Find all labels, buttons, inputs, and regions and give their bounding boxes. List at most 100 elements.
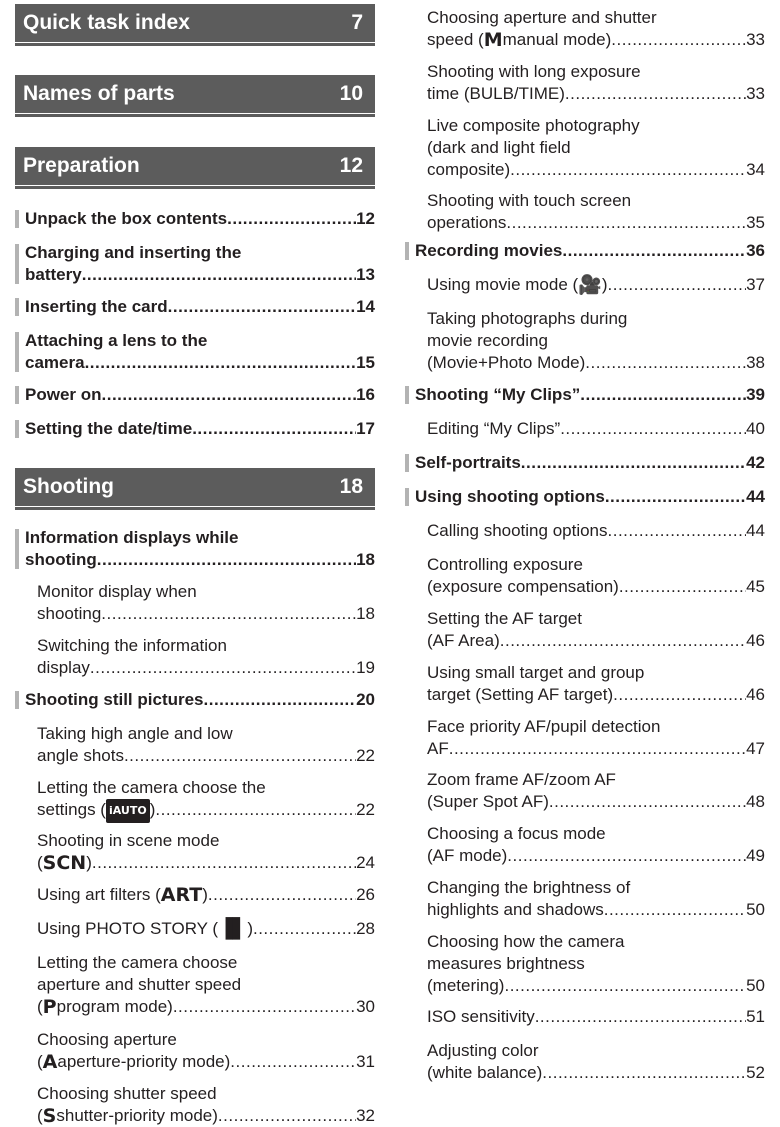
mode-icon: 🎥 bbox=[578, 274, 602, 296]
page-number: 18 bbox=[356, 604, 375, 623]
toc-entry-text: movie recording bbox=[427, 331, 548, 350]
toc-entry[interactable]: Shooting “My Clips” 39 bbox=[405, 384, 765, 406]
toc-entry-text: shooting bbox=[25, 550, 97, 569]
dot-leader bbox=[605, 486, 746, 508]
toc-entry-text: (AF Area) bbox=[427, 631, 500, 650]
toc-entry[interactable]: Inserting the card 14 bbox=[15, 296, 375, 318]
toc-entry[interactable]: Adjusting color (white balance) 52 bbox=[427, 1040, 765, 1084]
dot-leader bbox=[613, 684, 746, 706]
page-number: 35 bbox=[746, 213, 765, 232]
toc-entry[interactable]: ISO sensitivity 51 bbox=[427, 1006, 765, 1028]
section-header[interactable]: Names of parts 10 bbox=[15, 75, 375, 117]
page-number: 47 bbox=[746, 739, 765, 758]
toc-entry[interactable]: Using art filters (ART) 26 bbox=[37, 884, 375, 906]
toc-entry-text: Information displays while bbox=[25, 528, 239, 547]
toc-entry[interactable]: Calling shooting options 44 bbox=[427, 520, 765, 542]
toc-entry-text: ) bbox=[247, 919, 253, 938]
dot-leader bbox=[604, 899, 746, 921]
toc-entry-text: Taking high angle and low bbox=[37, 724, 233, 743]
toc-entry[interactable]: Monitor display when shooting 18 bbox=[37, 581, 375, 625]
toc-entry[interactable]: Letting the camera choose aperture and sh… bbox=[37, 952, 375, 1018]
page-number: 38 bbox=[746, 353, 765, 372]
dot-leader bbox=[230, 1051, 356, 1073]
toc-entry-text: aperture and shutter speed bbox=[37, 975, 242, 994]
toc-entry[interactable]: Taking photographs during movie recording… bbox=[427, 308, 765, 374]
dot-leader bbox=[535, 1006, 746, 1028]
toc-entry[interactable]: Shooting with touch screen operations 35 bbox=[427, 190, 765, 234]
page-number: 33 bbox=[746, 84, 765, 103]
toc-entry-text: (white balance) bbox=[427, 1063, 543, 1082]
toc-entry-text: Live composite photography bbox=[427, 116, 640, 135]
toc-entry-text: Choosing aperture bbox=[37, 1030, 177, 1049]
toc-entry[interactable]: Setting the date/time 17 bbox=[15, 418, 375, 440]
toc-entry-text: (exposure compensation) bbox=[427, 577, 619, 596]
mode-icon: SCN bbox=[42, 852, 87, 874]
dot-leader bbox=[510, 159, 746, 181]
page-number: 37 bbox=[746, 275, 765, 294]
toc-entry[interactable]: Choosing a focus mode (AF mode) 49 bbox=[427, 823, 765, 867]
toc-entry-text: Zoom frame AF/zoom AF bbox=[427, 770, 616, 789]
page-number: 15 bbox=[356, 353, 375, 372]
dot-leader bbox=[506, 212, 746, 234]
toc-entry[interactable]: Information displays while shooting 18 bbox=[15, 527, 375, 571]
toc-entry[interactable]: Recording movies 36 bbox=[405, 240, 765, 262]
toc-entry-text: Letting the camera choose the bbox=[37, 778, 266, 797]
toc-entry[interactable]: Choosing how the camera measures brightne… bbox=[427, 931, 765, 997]
section-header[interactable]: Quick task index 7 bbox=[15, 4, 375, 46]
page-number: 50 bbox=[746, 976, 765, 995]
toc-entry[interactable]: Shooting in scene mode (SCN) 24 bbox=[37, 830, 375, 874]
toc-entry[interactable]: Charging and inserting the battery 13 bbox=[15, 242, 375, 286]
dot-leader bbox=[585, 352, 746, 374]
mode-icon: ART bbox=[160, 884, 203, 906]
toc-entry[interactable]: Editing “My Clips” 40 bbox=[427, 418, 765, 440]
dot-leader bbox=[192, 418, 356, 440]
toc-entry[interactable]: Choosing shutter speed(S shutter-priorit… bbox=[37, 1083, 375, 1127]
toc-entry-text: AF bbox=[427, 739, 449, 758]
toc-entry[interactable]: Power on 16 bbox=[15, 384, 375, 406]
toc-entry-text: ) bbox=[149, 800, 156, 819]
toc-entry-text: shooting bbox=[37, 604, 102, 623]
toc-entry[interactable]: Controlling exposure (exposure compensati… bbox=[427, 554, 765, 598]
toc-entry-text: Choosing aperture and shutter bbox=[427, 8, 657, 27]
toc-entry-text: program mode) bbox=[56, 997, 173, 1016]
toc-entry[interactable]: Shooting still pictures 20 bbox=[15, 689, 375, 711]
toc-entry[interactable]: Using shooting options 44 bbox=[405, 486, 765, 508]
toc-entry[interactable]: Changing the brightness of highlights and… bbox=[427, 877, 765, 921]
dot-leader bbox=[102, 384, 357, 406]
toc-entry[interactable]: Zoom frame AF/zoom AF (Super Spot AF) 48 bbox=[427, 769, 765, 813]
toc-entry-text: Letting the camera choose bbox=[37, 953, 238, 972]
toc-entry[interactable]: Using PHOTO STORY (▐▌) 28 bbox=[37, 918, 375, 940]
toc-entry[interactable]: Live composite photography (dark and ligh… bbox=[427, 115, 765, 181]
toc-entry[interactable]: Shooting with long exposure time (BULB/TI… bbox=[427, 61, 765, 105]
toc-entry[interactable]: Taking high angle and low angle shots 22 bbox=[37, 723, 375, 767]
toc-entry-text: Adjusting color bbox=[427, 1041, 539, 1060]
toc-entry-text: Shooting still pictures bbox=[25, 690, 204, 709]
toc-entry-text: ( bbox=[37, 853, 43, 872]
toc-entry-text: angle shots bbox=[37, 746, 124, 765]
dot-leader bbox=[580, 384, 746, 406]
section-header[interactable]: Shooting 18 bbox=[15, 468, 375, 510]
mode-icon: A bbox=[42, 1051, 58, 1073]
toc-entry[interactable]: Choosing aperture and shutter speed (M ma… bbox=[427, 7, 765, 51]
toc-entry-text: (dark and light field bbox=[427, 138, 571, 157]
toc-entry[interactable]: Face priority AF/pupil detection AF 47 bbox=[427, 716, 765, 760]
toc-entry[interactable]: Letting the camera choose the settings (i… bbox=[37, 777, 375, 823]
page-number: 26 bbox=[356, 885, 375, 904]
section-header[interactable]: Preparation 12 bbox=[15, 147, 375, 189]
toc-entry-text: (Super Spot AF) bbox=[427, 792, 549, 811]
toc-entry-text: Setting the date/time bbox=[25, 419, 193, 438]
mode-icon: P bbox=[42, 996, 57, 1018]
toc-entry[interactable]: Using movie mode (🎥) 37 bbox=[427, 274, 765, 296]
toc-entry-text: Unpack the box contents bbox=[25, 209, 228, 228]
toc-entry[interactable]: Setting the AF target (AF Area) 46 bbox=[427, 608, 765, 652]
toc-entry[interactable]: Choosing aperture (A aperture-priority mo… bbox=[37, 1029, 375, 1073]
page-number: 48 bbox=[746, 792, 765, 811]
dot-leader bbox=[611, 29, 746, 51]
toc-entry[interactable]: Attaching a lens to the camera 15 bbox=[15, 330, 375, 374]
toc-entry[interactable]: Using small target and group target (Sett… bbox=[427, 662, 765, 706]
page-number: 17 bbox=[356, 419, 375, 438]
dot-leader bbox=[542, 1062, 746, 1084]
toc-entry[interactable]: Switching the information display 19 bbox=[37, 635, 375, 679]
toc-entry[interactable]: Unpack the box contents 12 bbox=[15, 208, 375, 230]
toc-entry[interactable]: Self-portraits 42 bbox=[405, 452, 765, 474]
